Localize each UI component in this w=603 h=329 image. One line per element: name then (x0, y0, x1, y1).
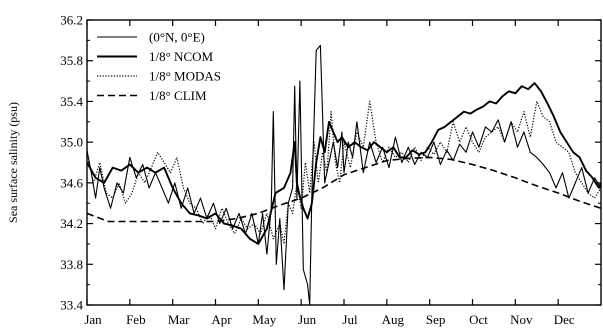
y-axis-title: Sea surface salinity (psu) (6, 102, 20, 223)
x-tick-label: Feb (126, 312, 146, 327)
x-tick-label: Nov (510, 312, 533, 327)
x-tick-label: Jan (84, 312, 102, 327)
y-tick-label: 35.0 (60, 135, 83, 150)
legend-label-3: 1/8° CLIM (149, 88, 207, 103)
x-tick-label: Jun (298, 312, 317, 327)
x-tick-label: Oct (469, 312, 488, 327)
x-tick-label: Dec (554, 312, 575, 327)
legend-label-1: 1/8° NCOM (149, 49, 214, 64)
y-tick-label: 36.2 (60, 13, 83, 28)
x-tick-label: Aug (382, 312, 405, 327)
y-tick-label: 33.4 (60, 298, 83, 313)
x-tick-label: Jul (342, 312, 358, 327)
y-tick-label: 34.6 (60, 175, 83, 190)
legend-label-0: (0°N, 0°E) (149, 30, 205, 45)
series-line-2 (87, 100, 601, 245)
x-tick-label: May (252, 312, 276, 327)
y-tick-label: 34.2 (60, 216, 83, 231)
legend-label-2: 1/8° MODAS (149, 69, 221, 84)
x-tick-label: Sep (426, 312, 446, 327)
y-tick-label: 33.8 (60, 257, 83, 272)
series-line-3 (87, 156, 601, 223)
y-tick-label: 35.4 (60, 94, 83, 109)
x-tick-label: Mar (168, 312, 190, 327)
x-tick-label: Apr (211, 312, 232, 327)
y-tick-label: 35.8 (60, 53, 83, 68)
